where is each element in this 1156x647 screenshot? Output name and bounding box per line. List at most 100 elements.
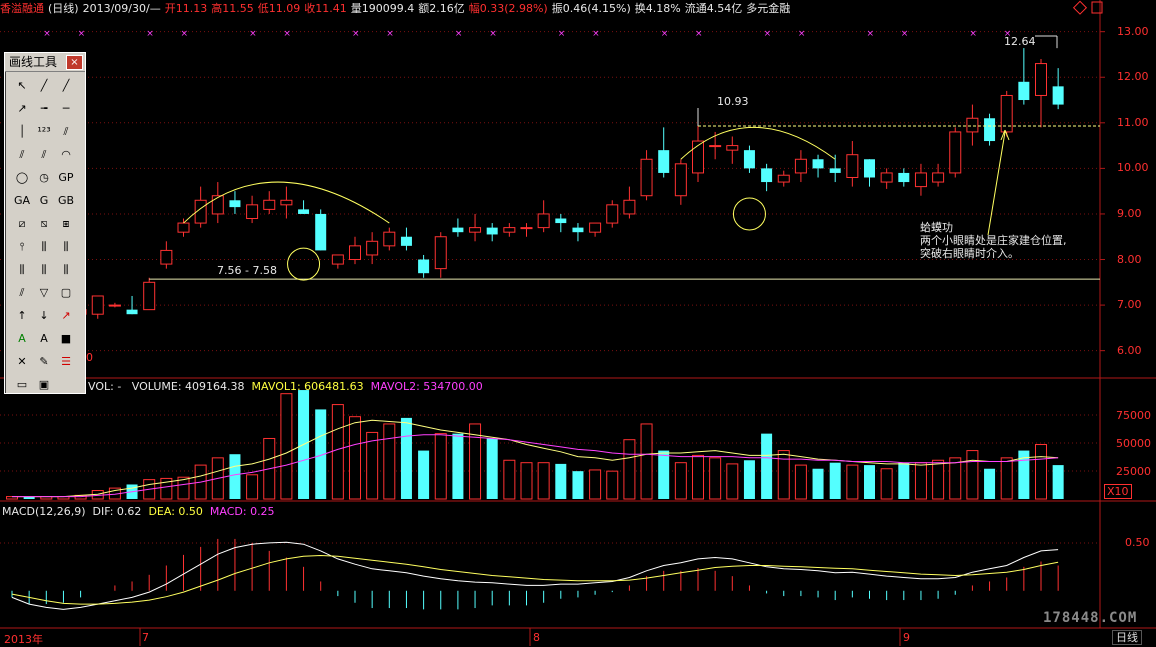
tool-cycle-icon[interactable]: ◷ bbox=[39, 171, 49, 184]
hump-arc-1 bbox=[183, 181, 390, 224]
window-icon bbox=[1091, 1, 1103, 14]
volume-bar-down bbox=[658, 450, 670, 499]
diamond-icon bbox=[1072, 0, 1088, 15]
event-mark: × bbox=[1004, 29, 1012, 39]
event-mark: × bbox=[489, 29, 497, 39]
tool-w4-icon[interactable]: ⫯ bbox=[19, 240, 25, 253]
vol-axis-75000: 75000 bbox=[1116, 409, 1151, 422]
candle-body-down bbox=[898, 172, 910, 183]
date-axis-sep: 9 bbox=[903, 631, 910, 644]
candle-body-up bbox=[469, 227, 482, 233]
candle-body-up bbox=[194, 199, 207, 224]
quote-sector: 多元金融 bbox=[746, 2, 791, 15]
tool-block-icon[interactable]: ✎ bbox=[39, 355, 49, 368]
tool-ga-icon[interactable]: GA bbox=[13, 194, 31, 207]
candle-body-up bbox=[91, 295, 104, 315]
tool-price-label-icon[interactable]: ¹²³ bbox=[37, 125, 51, 138]
tool-rectangle-icon[interactable]: ↓ bbox=[39, 309, 49, 322]
tool-delete-icon[interactable]: ☰ bbox=[61, 355, 71, 368]
candle-body-up bbox=[932, 172, 945, 183]
tool-up-arrow-icon[interactable]: ↗ bbox=[61, 309, 71, 322]
price-axis-label: 10.00 bbox=[1117, 161, 1149, 175]
candle-body-up bbox=[880, 172, 893, 183]
tool-parallel-icon[interactable]: ⫽ bbox=[63, 125, 69, 138]
event-mark: × bbox=[352, 29, 360, 39]
partial-axis-label: 0 bbox=[86, 351, 93, 364]
volume-bar-down bbox=[23, 496, 35, 499]
candle-body-up bbox=[366, 240, 379, 256]
event-mark: × bbox=[455, 29, 463, 39]
drawing-toolbox[interactable]: 画线工具 × ↖ ╱ ╱ ↗ ╼ ─ │ ¹²³ ⫽ ⫽ ⫽ ◠ ◯ ◷ GP GA G GB ⧄ ⧅ ⧆ ⫯ ⫼ ⫼ ⫼ ⫼ ⫼ ⫽… bbox=[4, 52, 86, 394]
tool-w7-icon[interactable]: ⫼ bbox=[19, 263, 25, 276]
tool-mark-icon[interactable]: A bbox=[40, 332, 48, 345]
candle-body-up bbox=[914, 172, 927, 188]
volume-bar-up bbox=[160, 477, 173, 500]
tool-text-icon[interactable]: ■ bbox=[60, 332, 72, 345]
vol-mavol2: MAVOL2: 534700.00 bbox=[370, 380, 483, 393]
tool-w6-icon[interactable]: ⫼ bbox=[63, 240, 69, 253]
tool-w2-icon[interactable]: ⧅ bbox=[40, 217, 48, 230]
tool-gp-icon[interactable]: GP bbox=[58, 171, 74, 184]
period-button[interactable]: 日线 bbox=[1112, 630, 1142, 645]
volume-bar-up bbox=[1000, 457, 1013, 500]
tool-w9-icon[interactable]: ⫼ bbox=[63, 263, 69, 276]
tool-w8-icon[interactable]: ⫼ bbox=[41, 263, 47, 276]
candle-body-down bbox=[418, 259, 430, 274]
candle-body-up bbox=[383, 231, 396, 247]
quote-close: 收11.41 bbox=[304, 2, 347, 15]
price-axis-label: 6.00 bbox=[1117, 343, 1142, 357]
volume-bar-down bbox=[572, 471, 584, 499]
tool-gb-icon[interactable]: GB bbox=[57, 194, 75, 207]
tool-channel-icon[interactable]: ⫽ bbox=[19, 148, 25, 161]
volume-bar-up bbox=[777, 450, 790, 500]
candle-body-up bbox=[726, 145, 739, 151]
tool-triangle-icon[interactable]: ↑ bbox=[17, 309, 27, 322]
quote-turnover: 换4.18% bbox=[634, 2, 681, 15]
tool-select-icon[interactable]: ↖ bbox=[17, 79, 27, 92]
toolbox-titlebar[interactable]: 画线工具 × bbox=[5, 53, 85, 72]
event-mark: × bbox=[249, 29, 257, 39]
volume-bar-up bbox=[366, 431, 379, 500]
tool-line-icon[interactable]: ╱ bbox=[40, 79, 48, 92]
candle-body-up bbox=[263, 199, 276, 210]
tool-segment-icon[interactable]: ↗ bbox=[17, 102, 27, 115]
tool-w10-icon[interactable]: ⫽ bbox=[19, 286, 25, 299]
volume-bar-up bbox=[674, 462, 687, 500]
tool-text2-icon[interactable]: ✕ bbox=[17, 355, 27, 368]
volume-bar-up bbox=[932, 459, 945, 500]
tool-list-icon[interactable]: ▣ bbox=[38, 378, 50, 391]
watermark: 178448.COM bbox=[1043, 610, 1138, 626]
price-axis-label: 9.00 bbox=[1117, 206, 1142, 220]
quote-high: 高11.55 bbox=[211, 2, 254, 15]
tool-arc-icon[interactable]: ◠ bbox=[61, 148, 71, 161]
toolbox-close-button[interactable]: × bbox=[66, 55, 83, 70]
tool-gann-icon[interactable]: G bbox=[39, 194, 49, 207]
volume-bar-down bbox=[229, 454, 241, 499]
left-eye-circle bbox=[287, 247, 321, 281]
tool-down-arrow-icon[interactable]: A bbox=[18, 332, 26, 345]
vol-axis-50000: 50000 bbox=[1116, 437, 1151, 450]
tool-v-line-icon[interactable]: │ bbox=[18, 125, 26, 138]
candle-body-up bbox=[623, 199, 636, 215]
tool-fib-icon[interactable]: ▽ bbox=[39, 286, 49, 299]
event-mark: × bbox=[867, 29, 875, 39]
tool-ray-icon[interactable]: ╱ bbox=[62, 79, 70, 92]
tool-w3-icon[interactable]: ⧆ bbox=[62, 217, 70, 230]
tool-w5-icon[interactable]: ⫼ bbox=[41, 240, 47, 253]
candle-body-down bbox=[555, 218, 567, 224]
right-eye-circle bbox=[732, 197, 766, 231]
tool-w1-icon[interactable]: ⧄ bbox=[18, 217, 26, 230]
support-level-label: 7.56 - 7.58 bbox=[217, 264, 277, 277]
volume-bar-up bbox=[537, 462, 550, 500]
tool-ellipse-icon[interactable]: ▢ bbox=[60, 286, 72, 299]
tool-circle-icon[interactable]: ◯ bbox=[15, 171, 29, 184]
tool-fan-icon[interactable]: ⫽ bbox=[41, 148, 47, 161]
tool-eraser-icon[interactable]: ▭ bbox=[16, 378, 28, 391]
tool-h-line-icon[interactable]: ─ bbox=[62, 102, 70, 115]
tool-arrow-line-icon[interactable]: ╼ bbox=[40, 102, 48, 115]
date-axis-jul: 7 bbox=[142, 631, 149, 644]
volume-bar-down bbox=[315, 409, 327, 499]
volume-bar-up bbox=[949, 457, 962, 500]
candle-body-up bbox=[520, 227, 533, 230]
